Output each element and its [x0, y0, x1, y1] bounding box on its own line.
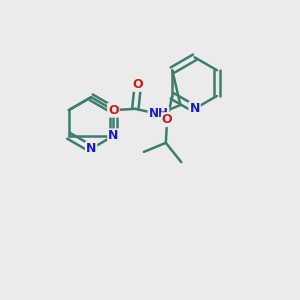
Text: N: N	[86, 142, 96, 155]
Text: O: O	[108, 103, 119, 117]
Text: N: N	[189, 102, 200, 115]
Text: N: N	[108, 129, 118, 142]
Text: O: O	[162, 113, 172, 126]
Text: NH: NH	[148, 107, 168, 121]
Text: O: O	[133, 78, 143, 91]
